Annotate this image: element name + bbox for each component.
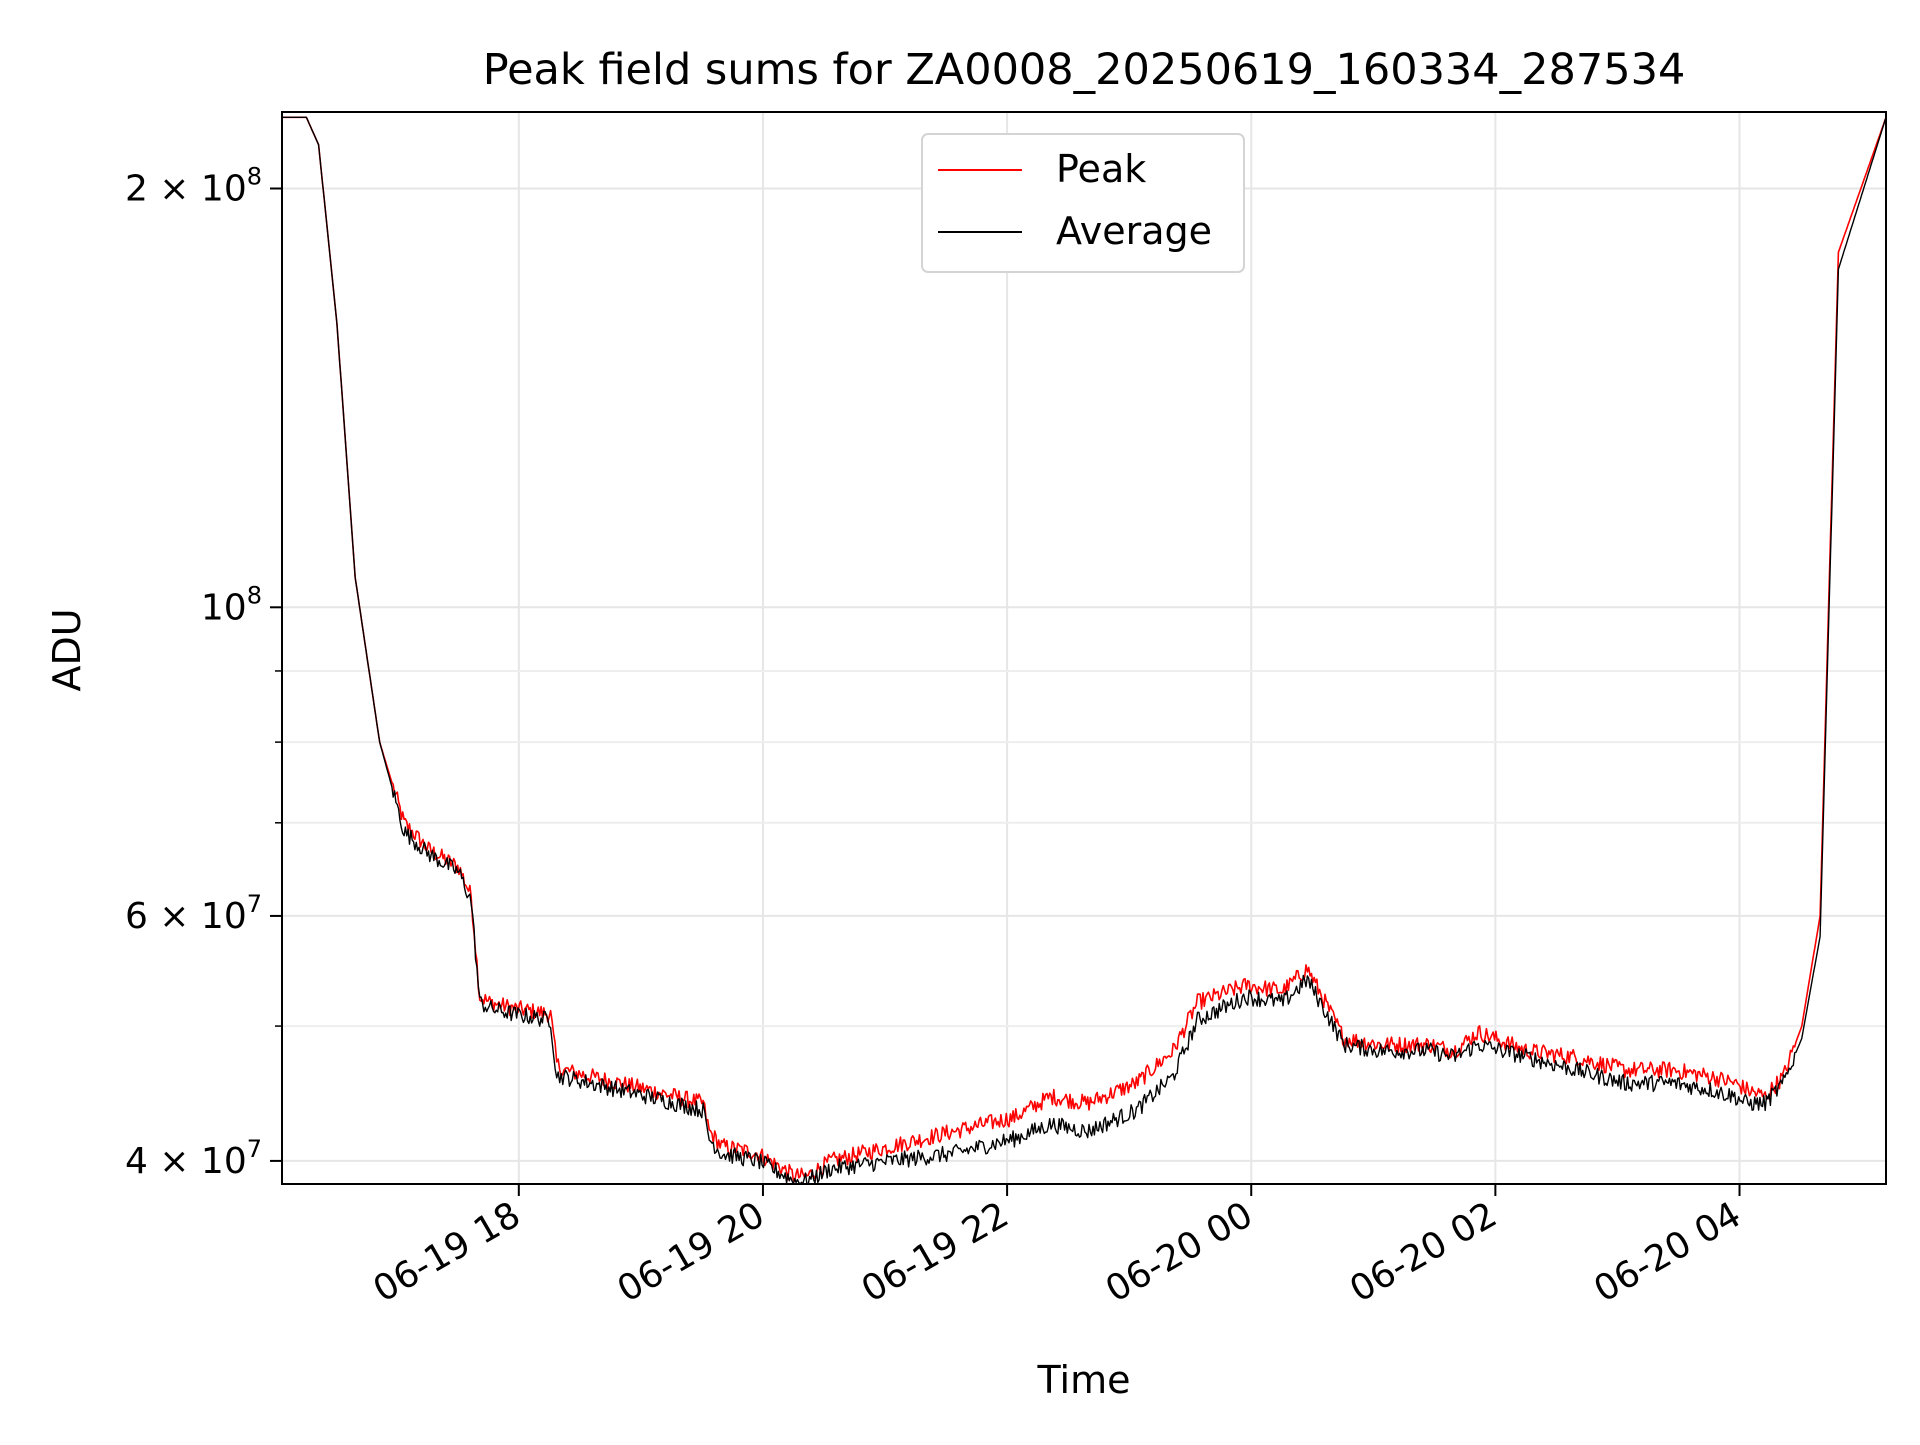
y-tick-label: 6 × 107 <box>125 890 262 937</box>
x-axis-ticks: 06-19 18 06-19 20 06-19 22 06-20 00 06-20 02… <box>367 1184 1748 1311</box>
series-lines <box>282 116 1887 1185</box>
legend-peak-label: Peak <box>1056 147 1146 191</box>
y-axis-label: ADU <box>45 608 89 691</box>
y-tick-label: 4 × 107 <box>125 1135 262 1182</box>
legend-average-label: Average <box>1056 209 1212 253</box>
series-line-average <box>282 116 1887 1185</box>
x-tick-label: 06-20 02 <box>1343 1194 1504 1310</box>
x-tick-label: 06-19 20 <box>611 1194 772 1310</box>
x-tick-label: 06-19 22 <box>855 1194 1016 1310</box>
legend: Peak Average <box>921 133 1245 273</box>
x-tick-label: 06-20 00 <box>1099 1194 1260 1310</box>
x-axis-label: Time <box>1037 1358 1131 1402</box>
x-tick-label: 06-19 18 <box>367 1194 528 1310</box>
plot-frame <box>281 111 1887 1185</box>
x-tick-label: 06-20 04 <box>1587 1194 1748 1310</box>
legend-box <box>921 133 1245 273</box>
y-tick-label: 108 <box>201 581 262 628</box>
chart-title: Peak field sums for ZA0008_20250619_1603… <box>483 45 1686 95</box>
y-tick-label: 2 × 108 <box>125 163 262 210</box>
y-axis-ticks: 4 × 107 6 × 107 108 2 × 108 <box>125 163 282 1182</box>
series-line-peak <box>282 116 1887 1183</box>
